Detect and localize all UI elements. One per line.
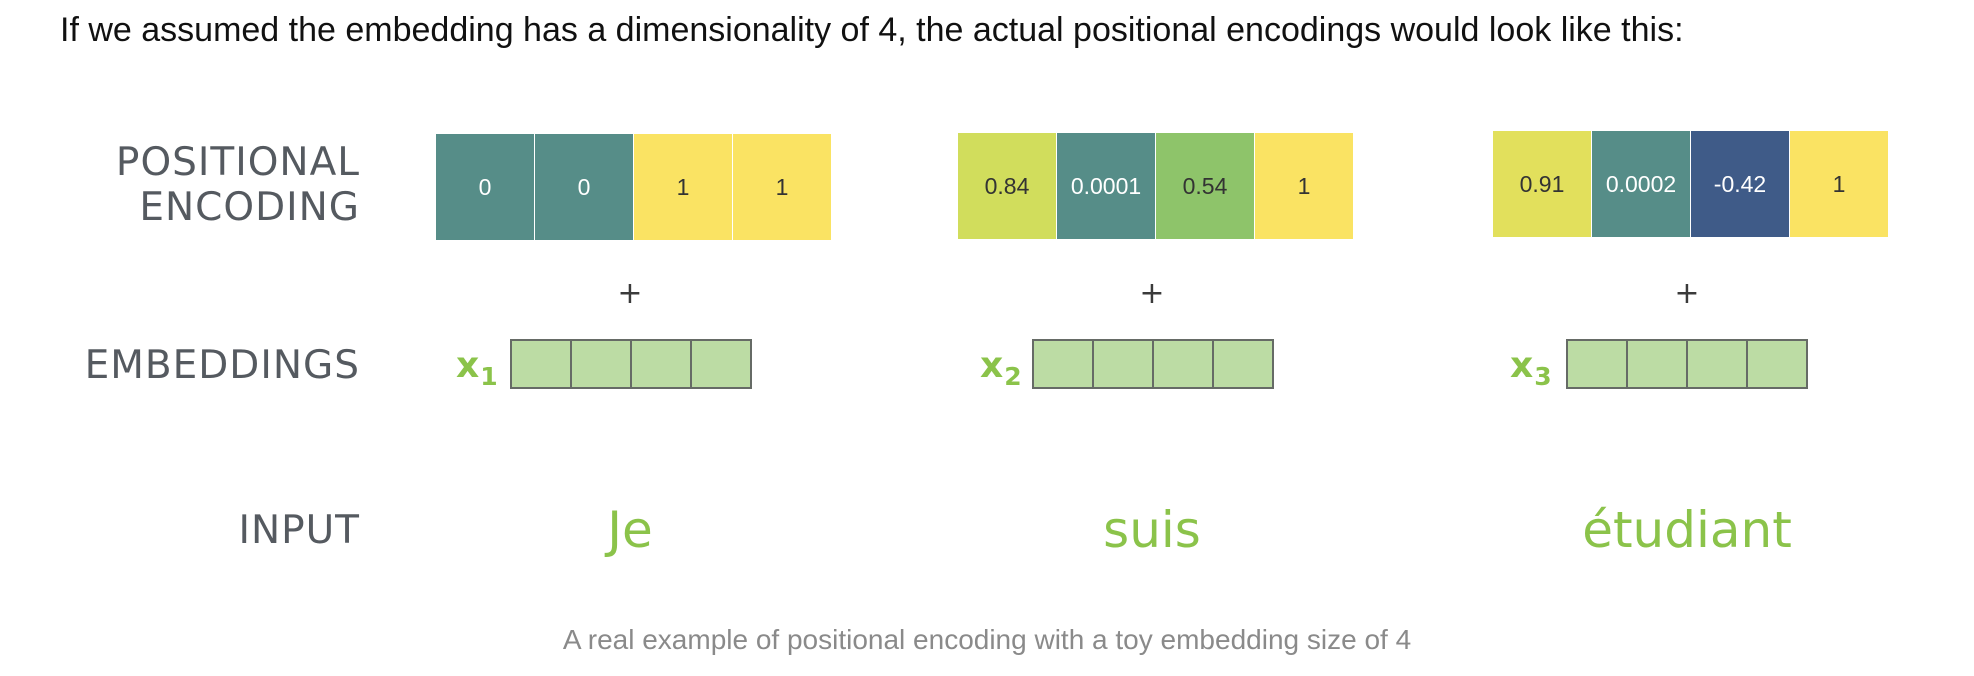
embedding-cell (1688, 341, 1748, 387)
pe-cell: 0.84 (958, 133, 1056, 239)
embeddings-label: EMBEDDINGS (84, 343, 360, 388)
pe-cell: 0.91 (1493, 131, 1591, 237)
embedding-symbol: x (456, 345, 480, 386)
pe-cell-value: 0 (577, 173, 591, 200)
embedding-cell (1154, 341, 1214, 387)
positional-encoding-label-line1: POSITIONAL (115, 140, 360, 185)
pe-cell-value: 0 (478, 173, 492, 200)
pe-cell: 0.0002 (1592, 131, 1690, 237)
embedding-vector-1 (510, 339, 752, 389)
embedding-subscript: 2 (1004, 362, 1022, 391)
pe-cell: 1 (1255, 133, 1353, 239)
embedding-cell (572, 341, 632, 387)
embedding-cell (1034, 341, 1094, 387)
pe-cell-value: 0.0001 (1070, 172, 1142, 199)
embedding-cell (1214, 341, 1272, 387)
pe-cell: 0 (535, 134, 633, 240)
embedding-vector-2 (1032, 339, 1274, 389)
embedding-cell (1094, 341, 1154, 387)
embedding-subscript: 1 (480, 362, 498, 391)
pe-cell-value: 1 (676, 173, 690, 200)
positional-encoding-vector-2: 0.84 0.0001 0.54 1 (958, 133, 1353, 239)
pe-cell-value: 0.84 (984, 172, 1030, 199)
pe-cell: 1 (634, 134, 732, 240)
embedding-symbol: x (980, 345, 1004, 386)
input-word-1: Je (607, 501, 653, 559)
pe-cell: 1 (733, 134, 831, 240)
pe-cell-value: -0.42 (1713, 170, 1767, 197)
pe-cell-value: 0.0002 (1605, 170, 1677, 197)
input-label: INPUT (238, 508, 360, 553)
embedding-symbol-x3: x3 (1510, 344, 1552, 391)
pe-cell: 0.0001 (1057, 133, 1155, 239)
positional-encoding-label-line2: ENCODING (139, 185, 360, 230)
intro-text: If we assumed the embedding has a dimens… (60, 11, 1684, 49)
plus-sign: + (617, 276, 643, 311)
pe-cell: 0 (436, 134, 534, 240)
input-word-3: étudiant (1582, 501, 1792, 559)
input-word-2: suis (1103, 501, 1201, 559)
pe-cell-value: 1 (1297, 172, 1311, 199)
pe-cell-value: 1 (775, 173, 789, 200)
embedding-cell (692, 341, 750, 387)
pe-cell-value: 0.91 (1519, 170, 1565, 197)
pe-cell: -0.42 (1691, 131, 1789, 237)
plus-sign: + (1139, 276, 1165, 311)
positional-encoding-label: POSITIONAL ENCODING (116, 140, 360, 230)
embedding-vector-3 (1566, 339, 1808, 389)
embedding-symbol-x1: x1 (456, 344, 498, 391)
embedding-cell (1568, 341, 1628, 387)
embedding-symbol-x2: x2 (980, 344, 1022, 391)
embedding-cell (1628, 341, 1688, 387)
embedding-subscript: 3 (1534, 362, 1552, 391)
embedding-cell (512, 341, 572, 387)
positional-encoding-vector-3: 0.91 0.0002 -0.42 1 (1493, 131, 1888, 237)
plus-sign: + (1674, 276, 1700, 311)
pe-cell-value: 1 (1832, 170, 1846, 197)
embedding-symbol: x (1510, 345, 1534, 386)
embedding-cell (1748, 341, 1806, 387)
pe-cell-value: 0.54 (1182, 172, 1228, 199)
positional-encoding-vector-1: 0 0 1 1 (436, 134, 831, 240)
figure-caption: A real example of positional encoding wi… (562, 624, 1412, 655)
embedding-cell (632, 341, 692, 387)
pe-cell: 1 (1790, 131, 1888, 237)
pe-cell: 0.54 (1156, 133, 1254, 239)
